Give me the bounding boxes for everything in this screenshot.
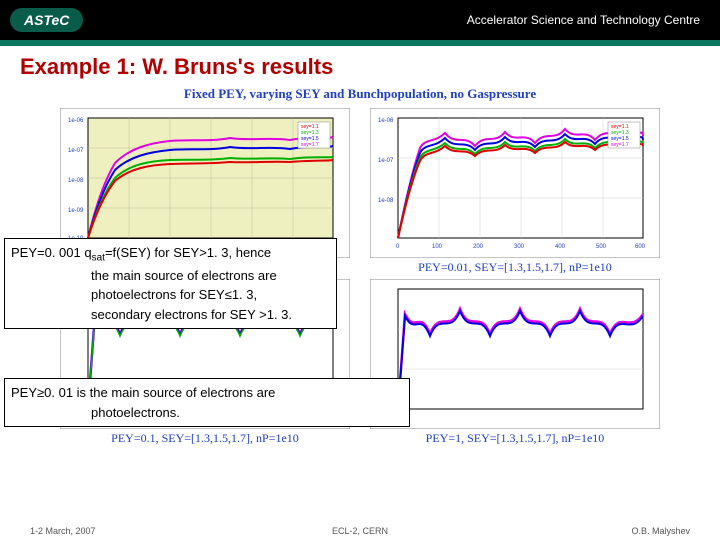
caption-top-right: PEY=0.01, SEY=[1.3,1.5,1.7], nP=1e10 [370, 260, 660, 275]
astec-logo: ASTeC [10, 8, 83, 32]
caption-bottom-right: PEY=1, SEY=[1.3,1.5,1.7], nP=1e10 [370, 431, 660, 446]
overlay1-line3: photoelectrons for SEY≤1. 3, [11, 285, 330, 305]
svg-text:500: 500 [596, 244, 607, 250]
overlay2-line2: photoelectrons. [11, 403, 403, 423]
header-subtitle: Accelerator Science and Technology Centr… [467, 13, 700, 27]
svg-text:200: 200 [473, 244, 484, 250]
footer: 1-2 March, 2007 ECL-2, CERN O.B. Malyshe… [0, 526, 720, 536]
svg-text:300: 300 [514, 244, 525, 250]
chart-bottom-right: PEY=1, SEY=[1.3,1.5,1.7], nP=1e10 [370, 279, 660, 446]
chart-section-title: Fixed PEY, varying SEY and Bunchpopulati… [20, 86, 700, 102]
slide-title: Example 1: W. Bruns's results [0, 46, 720, 84]
caption-bottom-left: PEY=0.1, SEY=[1.3,1.5,1.7], nP=1e10 [60, 431, 350, 446]
svg-text:sey=1.7: sey=1.7 [301, 142, 319, 148]
overlay1-line4: secondary electrons for SEY >1. 3. [11, 305, 330, 325]
footer-author: O.B. Malyshev [631, 526, 690, 536]
overlay-text-1: PEY=0. 001 qsat=f(SEY) for SEY>1. 3, hen… [4, 238, 337, 329]
chart-top-right: 1e-06 1e-07 1e-08 0 100 200 300 400 500 … [370, 108, 660, 275]
header-bar: ASTeC Accelerator Science and Technology… [0, 0, 720, 40]
svg-text:1e-08: 1e-08 [378, 198, 394, 204]
svg-text:sey=1.7: sey=1.7 [611, 142, 629, 148]
svg-text:600: 600 [635, 244, 646, 250]
chart-svg-bottom-right [370, 279, 660, 429]
footer-date: 1-2 March, 2007 [30, 526, 96, 536]
svg-text:400: 400 [555, 244, 566, 250]
overlay2-line1: PEY≥0. 01 is the main source of electron… [11, 383, 403, 403]
logo-container: ASTeC [0, 0, 83, 40]
svg-text:1e-08: 1e-08 [68, 178, 84, 184]
overlay1-line1: PEY=0. 001 qsat=f(SEY) for SEY>1. 3, hen… [11, 243, 330, 266]
footer-event: ECL-2, CERN [332, 526, 388, 536]
svg-text:1e-06: 1e-06 [68, 118, 84, 124]
chart-svg-top-left: 1e-06 1e-07 1e-08 1e-09 1e-10 0 100 200 … [60, 108, 350, 258]
chart-svg-top-right: 1e-06 1e-07 1e-08 0 100 200 300 400 500 … [370, 108, 660, 258]
overlay-text-2: PEY≥0. 01 is the main source of electron… [4, 378, 410, 427]
svg-text:1e-07: 1e-07 [378, 158, 394, 164]
svg-text:1e-09: 1e-09 [68, 208, 84, 214]
svg-text:100: 100 [432, 244, 443, 250]
overlay1-line2: the main source of electrons are [11, 266, 330, 286]
svg-text:1e-07: 1e-07 [68, 148, 84, 154]
svg-text:1e-06: 1e-06 [378, 118, 394, 124]
